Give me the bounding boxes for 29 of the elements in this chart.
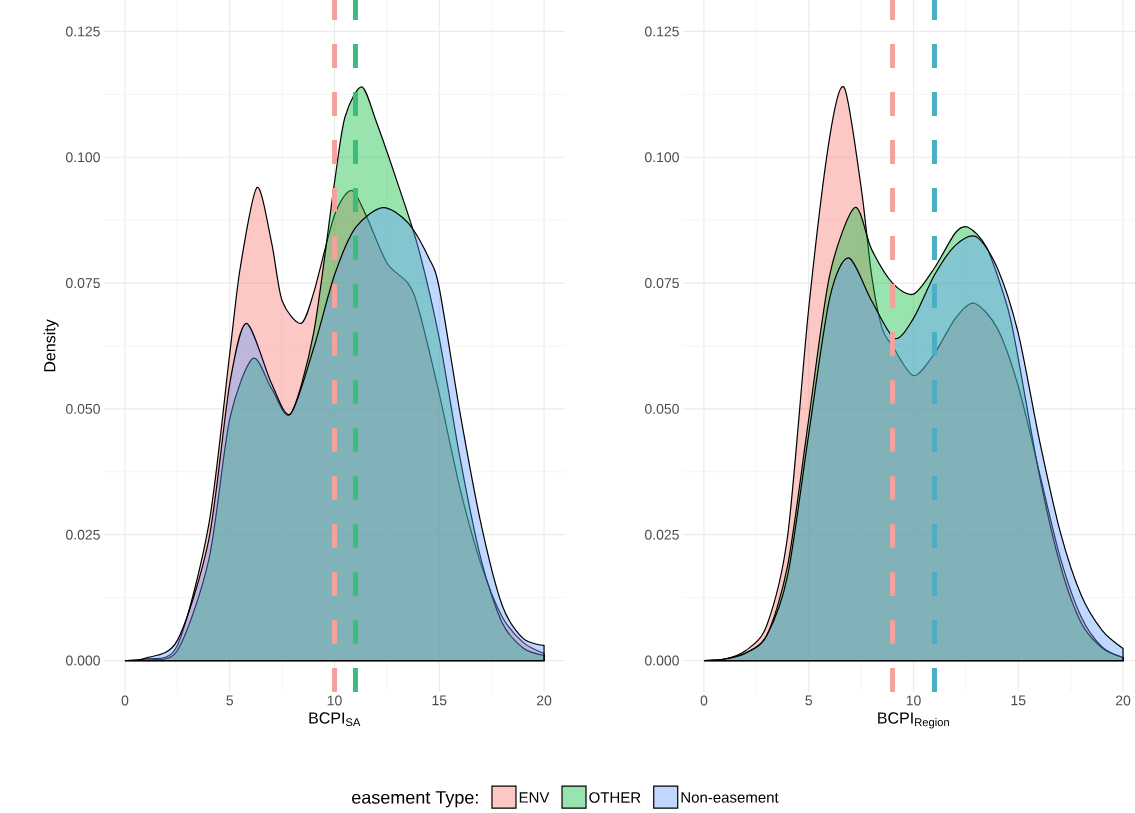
- y-tick-label: 0.050: [644, 403, 679, 414]
- y-tick-label: 0.050: [65, 403, 100, 414]
- x-tick-label: 15: [432, 695, 447, 706]
- x-tick-label: 10: [327, 695, 342, 706]
- y-tick-label: 0.000: [65, 655, 100, 666]
- x-tick-label: 0: [700, 695, 708, 706]
- x-tick-label: 5: [805, 695, 813, 706]
- legend-label: Non-easement: [681, 792, 779, 803]
- y-tick-label: 0.075: [65, 278, 100, 289]
- x-axis-title: BCPI$_{SA}$: [309, 712, 361, 727]
- x-tick-label: 20: [1115, 695, 1131, 706]
- y-tick-label: 0.075: [644, 278, 679, 289]
- legend-title: easement Type:: [352, 791, 478, 808]
- x-tick-label: 5: [226, 695, 234, 706]
- x-tick-label: 10: [906, 695, 921, 706]
- y-axis-title: Density: [43, 319, 59, 372]
- y-tick-label: 0.125: [644, 26, 679, 37]
- x-tick-label: 0: [121, 695, 129, 706]
- y-tick-label: 0.100: [65, 152, 100, 163]
- y-tick-label: 0.125: [65, 26, 100, 37]
- y-tick-label: 0.025: [65, 529, 100, 540]
- legend-label: OTHER: [589, 792, 641, 803]
- x-axis-title: BCPI$_{Region}$: [878, 712, 949, 729]
- y-tick-label: 0.025: [644, 529, 679, 540]
- y-tick-label: 0.000: [644, 655, 679, 666]
- legend-label: ENV: [519, 792, 550, 803]
- x-tick-label: 15: [1011, 695, 1026, 706]
- y-tick-label: 0.100: [644, 152, 679, 163]
- x-tick-label: 20: [536, 695, 552, 706]
